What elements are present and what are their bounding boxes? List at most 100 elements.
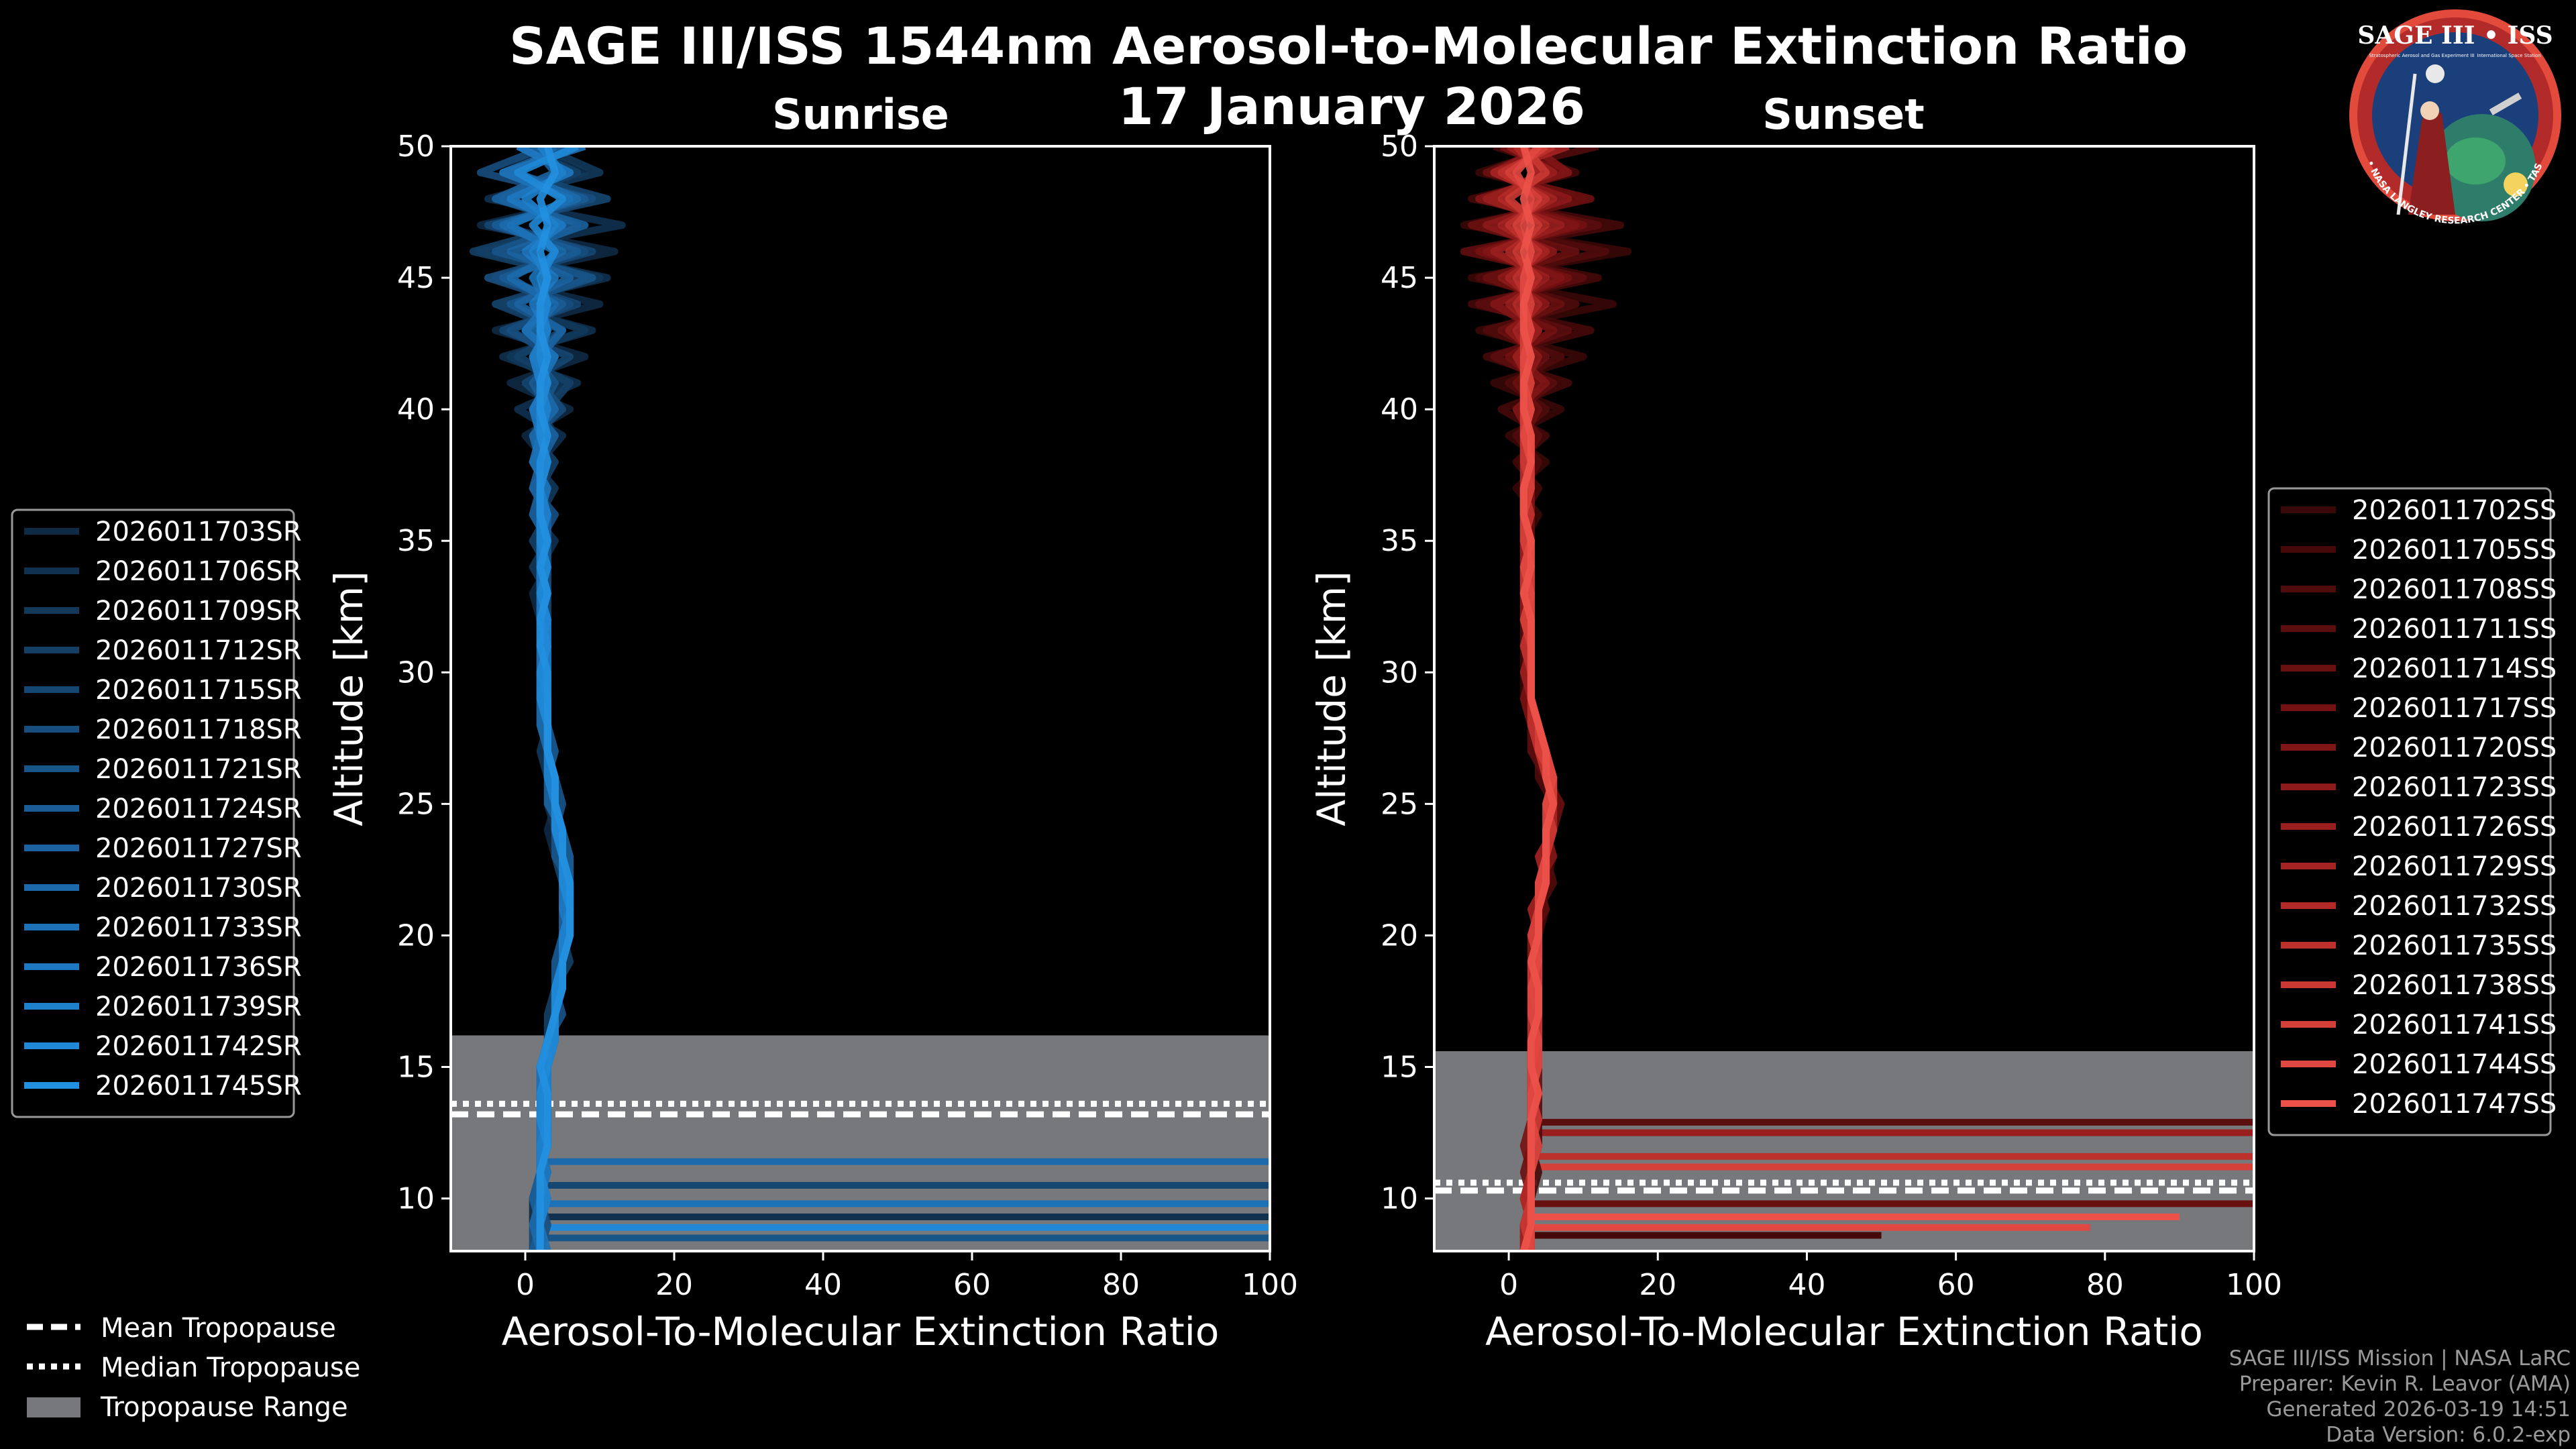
y-tick-label: 30 <box>397 655 435 690</box>
x-tick-label: 20 <box>1639 1268 1676 1302</box>
x-tick-label: 0 <box>1499 1268 1518 1302</box>
sunset-legend: 2026011702SS 2026011705SS 2026011708SS 2026… <box>2267 487 2557 1136</box>
median-tropopause-legend-label: Median Tropopause <box>101 1352 360 1383</box>
y-tick-label: 15 <box>397 1051 435 1085</box>
wizard-staff <box>2396 73 2417 215</box>
figure-title: SAGE III/ISS 1544nm Aerosol-to-Molecular… <box>509 16 2188 76</box>
iss-shape <box>2489 93 2522 115</box>
x-tick-label: 40 <box>1788 1268 1825 1302</box>
profile-line-2026011747SS <box>1519 146 1558 1251</box>
y-tick-label: 25 <box>397 787 435 821</box>
axes-frame <box>449 145 1271 1252</box>
wizard-head <box>2420 101 2439 120</box>
legend-label-2026011742SR: 2026011742SR <box>95 1031 302 1062</box>
legend-label-2026011735SS: 2026011735SS <box>2352 930 2557 961</box>
legend-label-2026011712SR: 2026011712SR <box>95 635 302 666</box>
legend-label-2026011736SR: 2026011736SR <box>95 952 302 983</box>
x-tick-label: 0 <box>516 1268 535 1302</box>
x-tick-label: 100 <box>2226 1268 2282 1302</box>
x-axis-label: Aerosol-To-Molecular Extinction Ratio <box>502 1309 1220 1354</box>
legend-label-2026011723SS: 2026011723SS <box>2352 772 2557 803</box>
y-tick-label: 45 <box>1381 261 1418 295</box>
legend-label-2026011739SR: 2026011739SR <box>95 991 302 1022</box>
footer-data-version: Data Version: 6.0.2-exp <box>2326 1423 2571 1447</box>
panel-title: Sunrise <box>772 90 949 139</box>
y-tick-label: 25 <box>1381 787 1418 821</box>
legend-label-2026011729SS: 2026011729SS <box>2352 851 2557 882</box>
legend-label-2026011721SR: 2026011721SR <box>95 754 302 785</box>
legend-label-2026011708SS: 2026011708SS <box>2352 574 2557 605</box>
legend-box <box>11 508 295 1118</box>
legend-label-2026011738SS: 2026011738SS <box>2352 970 2557 1001</box>
legend-box <box>2267 487 2552 1136</box>
y-tick-label: 40 <box>1381 392 1418 427</box>
x-tick-label: 40 <box>804 1268 842 1302</box>
mean-tropopause-legend-label: Mean Tropopause <box>101 1313 336 1344</box>
plot-content <box>451 146 1270 1251</box>
legend-label-2026011747SS: 2026011747SS <box>2352 1089 2557 1120</box>
legend-label-2026011732SS: 2026011732SS <box>2352 891 2557 922</box>
y-tick-label: 35 <box>397 524 435 558</box>
footer-preparer: Preparer: Kevin R. Leavor (AMA) <box>2239 1372 2571 1396</box>
x-axis-label: Aerosol-To-Molecular Extinction Ratio <box>1485 1309 2203 1354</box>
x-tick-label: 100 <box>1242 1268 1298 1302</box>
legend-label-2026011711SS: 2026011711SS <box>2352 614 2557 645</box>
y-tick-label: 10 <box>397 1182 435 1216</box>
wizard-figure <box>2408 109 2455 215</box>
footer-generated: Generated 2026-03-19 14:51 <box>2266 1397 2571 1421</box>
sun-shape <box>2504 172 2528 197</box>
legend-label-2026011744SS: 2026011744SS <box>2352 1049 2557 1080</box>
footer-mission: SAGE III/ISS Mission | NASA LaRC <box>2229 1346 2571 1371</box>
axes-frame <box>1433 145 2255 1252</box>
tropopause-range-band <box>1434 1051 2254 1251</box>
legend-label-2026011745SR: 2026011745SR <box>95 1071 302 1102</box>
x-tick-label: 20 <box>655 1268 693 1302</box>
y-axis-label: Altitude [km] <box>1309 571 1354 826</box>
sunrise-panel: 0 20 40 60 80 100 10 15 20 25 30 35 40 45 50 Sunrise Aer… <box>326 90 1298 1354</box>
y-tick-label: 45 <box>397 261 435 295</box>
x-tick-label: 60 <box>1937 1268 1975 1302</box>
x-tick-label: 80 <box>1102 1268 1140 1302</box>
legend-label-2026011720SS: 2026011720SS <box>2352 733 2557 763</box>
y-tick-label: 15 <box>1381 1051 1418 1085</box>
tropopause-legend: Mean Tropopause Median Tropopause Tropop… <box>27 1313 360 1423</box>
y-tick-label: 10 <box>1381 1182 1418 1216</box>
legend-label-2026011724SR: 2026011724SR <box>95 794 302 824</box>
legend-label-2026011730SR: 2026011730SR <box>95 873 302 904</box>
profile-line-2026011745SR <box>536 146 574 1251</box>
logo-small-text: Stratospheric Aerosol and Gas Experiment… <box>2369 53 2474 58</box>
legend-label-2026011733SR: 2026011733SR <box>95 912 302 943</box>
legend-label-2026011741SS: 2026011741SS <box>2352 1010 2557 1040</box>
legend-label-2026011705SS: 2026011705SS <box>2352 535 2557 566</box>
legend-label-2026011715SR: 2026011715SR <box>95 675 302 706</box>
legend-label-2026011706SR: 2026011706SR <box>95 556 302 587</box>
y-axis-label: Altitude [km] <box>326 571 372 826</box>
moon-shape <box>2426 64 2445 83</box>
x-tick-label: 60 <box>953 1268 991 1302</box>
legend-label-2026011726SS: 2026011726SS <box>2352 812 2557 843</box>
y-tick-label: 30 <box>1381 655 1418 690</box>
sunrise-legend: 2026011703SR 2026011706SR 2026011709SR 2026… <box>11 508 302 1118</box>
logo-small-text-2: International Space Station <box>2477 53 2540 58</box>
y-tick-label: 20 <box>397 918 435 953</box>
legend-label-2026011714SS: 2026011714SS <box>2352 653 2557 684</box>
legend-label-2026011717SS: 2026011717SS <box>2352 693 2557 724</box>
legend-label-2026011727SR: 2026011727SR <box>95 833 302 864</box>
logo-title-text: SAGE III • ISS <box>2357 21 2553 50</box>
legend-label-2026011703SR: 2026011703SR <box>95 517 302 547</box>
sunset-panel: 0 20 40 60 80 100 10 15 20 25 30 35 40 45 50 Sunset Aero… <box>1309 90 2282 1354</box>
x-tick-label: 80 <box>2086 1268 2124 1302</box>
plot-content <box>1434 146 2254 1251</box>
tropopause-range-legend-label: Tropopause Range <box>100 1392 348 1423</box>
y-tick-label: 40 <box>397 392 435 427</box>
y-tick-label: 35 <box>1381 524 1418 558</box>
footer-credits: SAGE III/ISS Mission | NASA LaRC Prepare… <box>2229 1346 2571 1447</box>
y-tick-label: 20 <box>1381 918 1418 953</box>
y-tick-label: 50 <box>1381 129 1418 164</box>
legend-label-2026011709SR: 2026011709SR <box>95 596 302 627</box>
continent-shape <box>2445 138 2506 184</box>
panel-title: Sunset <box>1762 90 1925 139</box>
tropopause-range-legend-swatch <box>27 1397 80 1417</box>
figure-date: 17 January 2026 <box>1118 76 1585 136</box>
